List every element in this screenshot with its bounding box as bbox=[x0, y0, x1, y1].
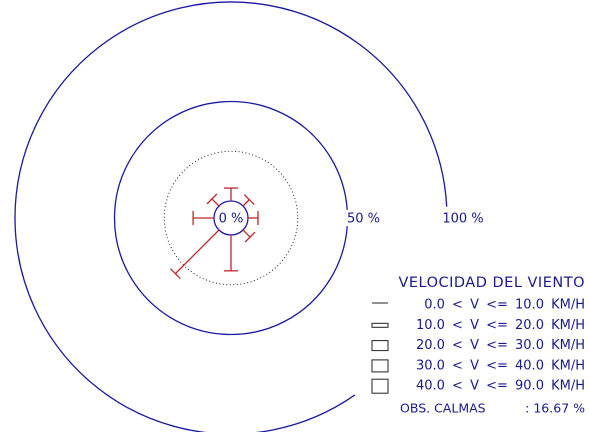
legend-entry: 20.0 < V <= 30.0 KM/H bbox=[416, 338, 585, 353]
ring-label: 100 % bbox=[442, 212, 483, 227]
ring bbox=[14, 1, 448, 435]
legend-entry: 0.0 < V <= 10.0 KM/H bbox=[424, 298, 585, 313]
ring-label: 0 % bbox=[219, 212, 244, 227]
legend-title: VELOCIDAD DEL VIENTO bbox=[398, 275, 585, 291]
legend-entry: 10.0 < V <= 20.0 KM/H bbox=[416, 318, 585, 333]
wind-spoke bbox=[174, 229, 220, 275]
spoke-cap bbox=[244, 231, 256, 243]
legend-entry: 40.0 < V <= 90.0 KM/H bbox=[416, 379, 585, 394]
wind-spoke bbox=[211, 198, 220, 207]
wind-spoke bbox=[242, 199, 250, 207]
ring-label: 50 % bbox=[347, 212, 380, 227]
wind-spoke bbox=[242, 229, 251, 238]
legend-symbol bbox=[371, 340, 389, 352]
spoke-cap bbox=[206, 193, 218, 205]
legend-symbol bbox=[371, 322, 389, 328]
dotted-ring bbox=[163, 150, 299, 286]
calm-value: : 16.67 % bbox=[525, 401, 585, 416]
legend-entry: 30.0 < V <= 40.0 KM/H bbox=[416, 358, 585, 373]
calm-label: OBS. CALMAS bbox=[400, 401, 486, 416]
legend-symbol bbox=[371, 378, 389, 394]
spoke-cap bbox=[243, 194, 255, 206]
legend-symbol bbox=[371, 359, 389, 373]
ring bbox=[113, 100, 348, 336]
spoke-cap bbox=[169, 268, 181, 280]
